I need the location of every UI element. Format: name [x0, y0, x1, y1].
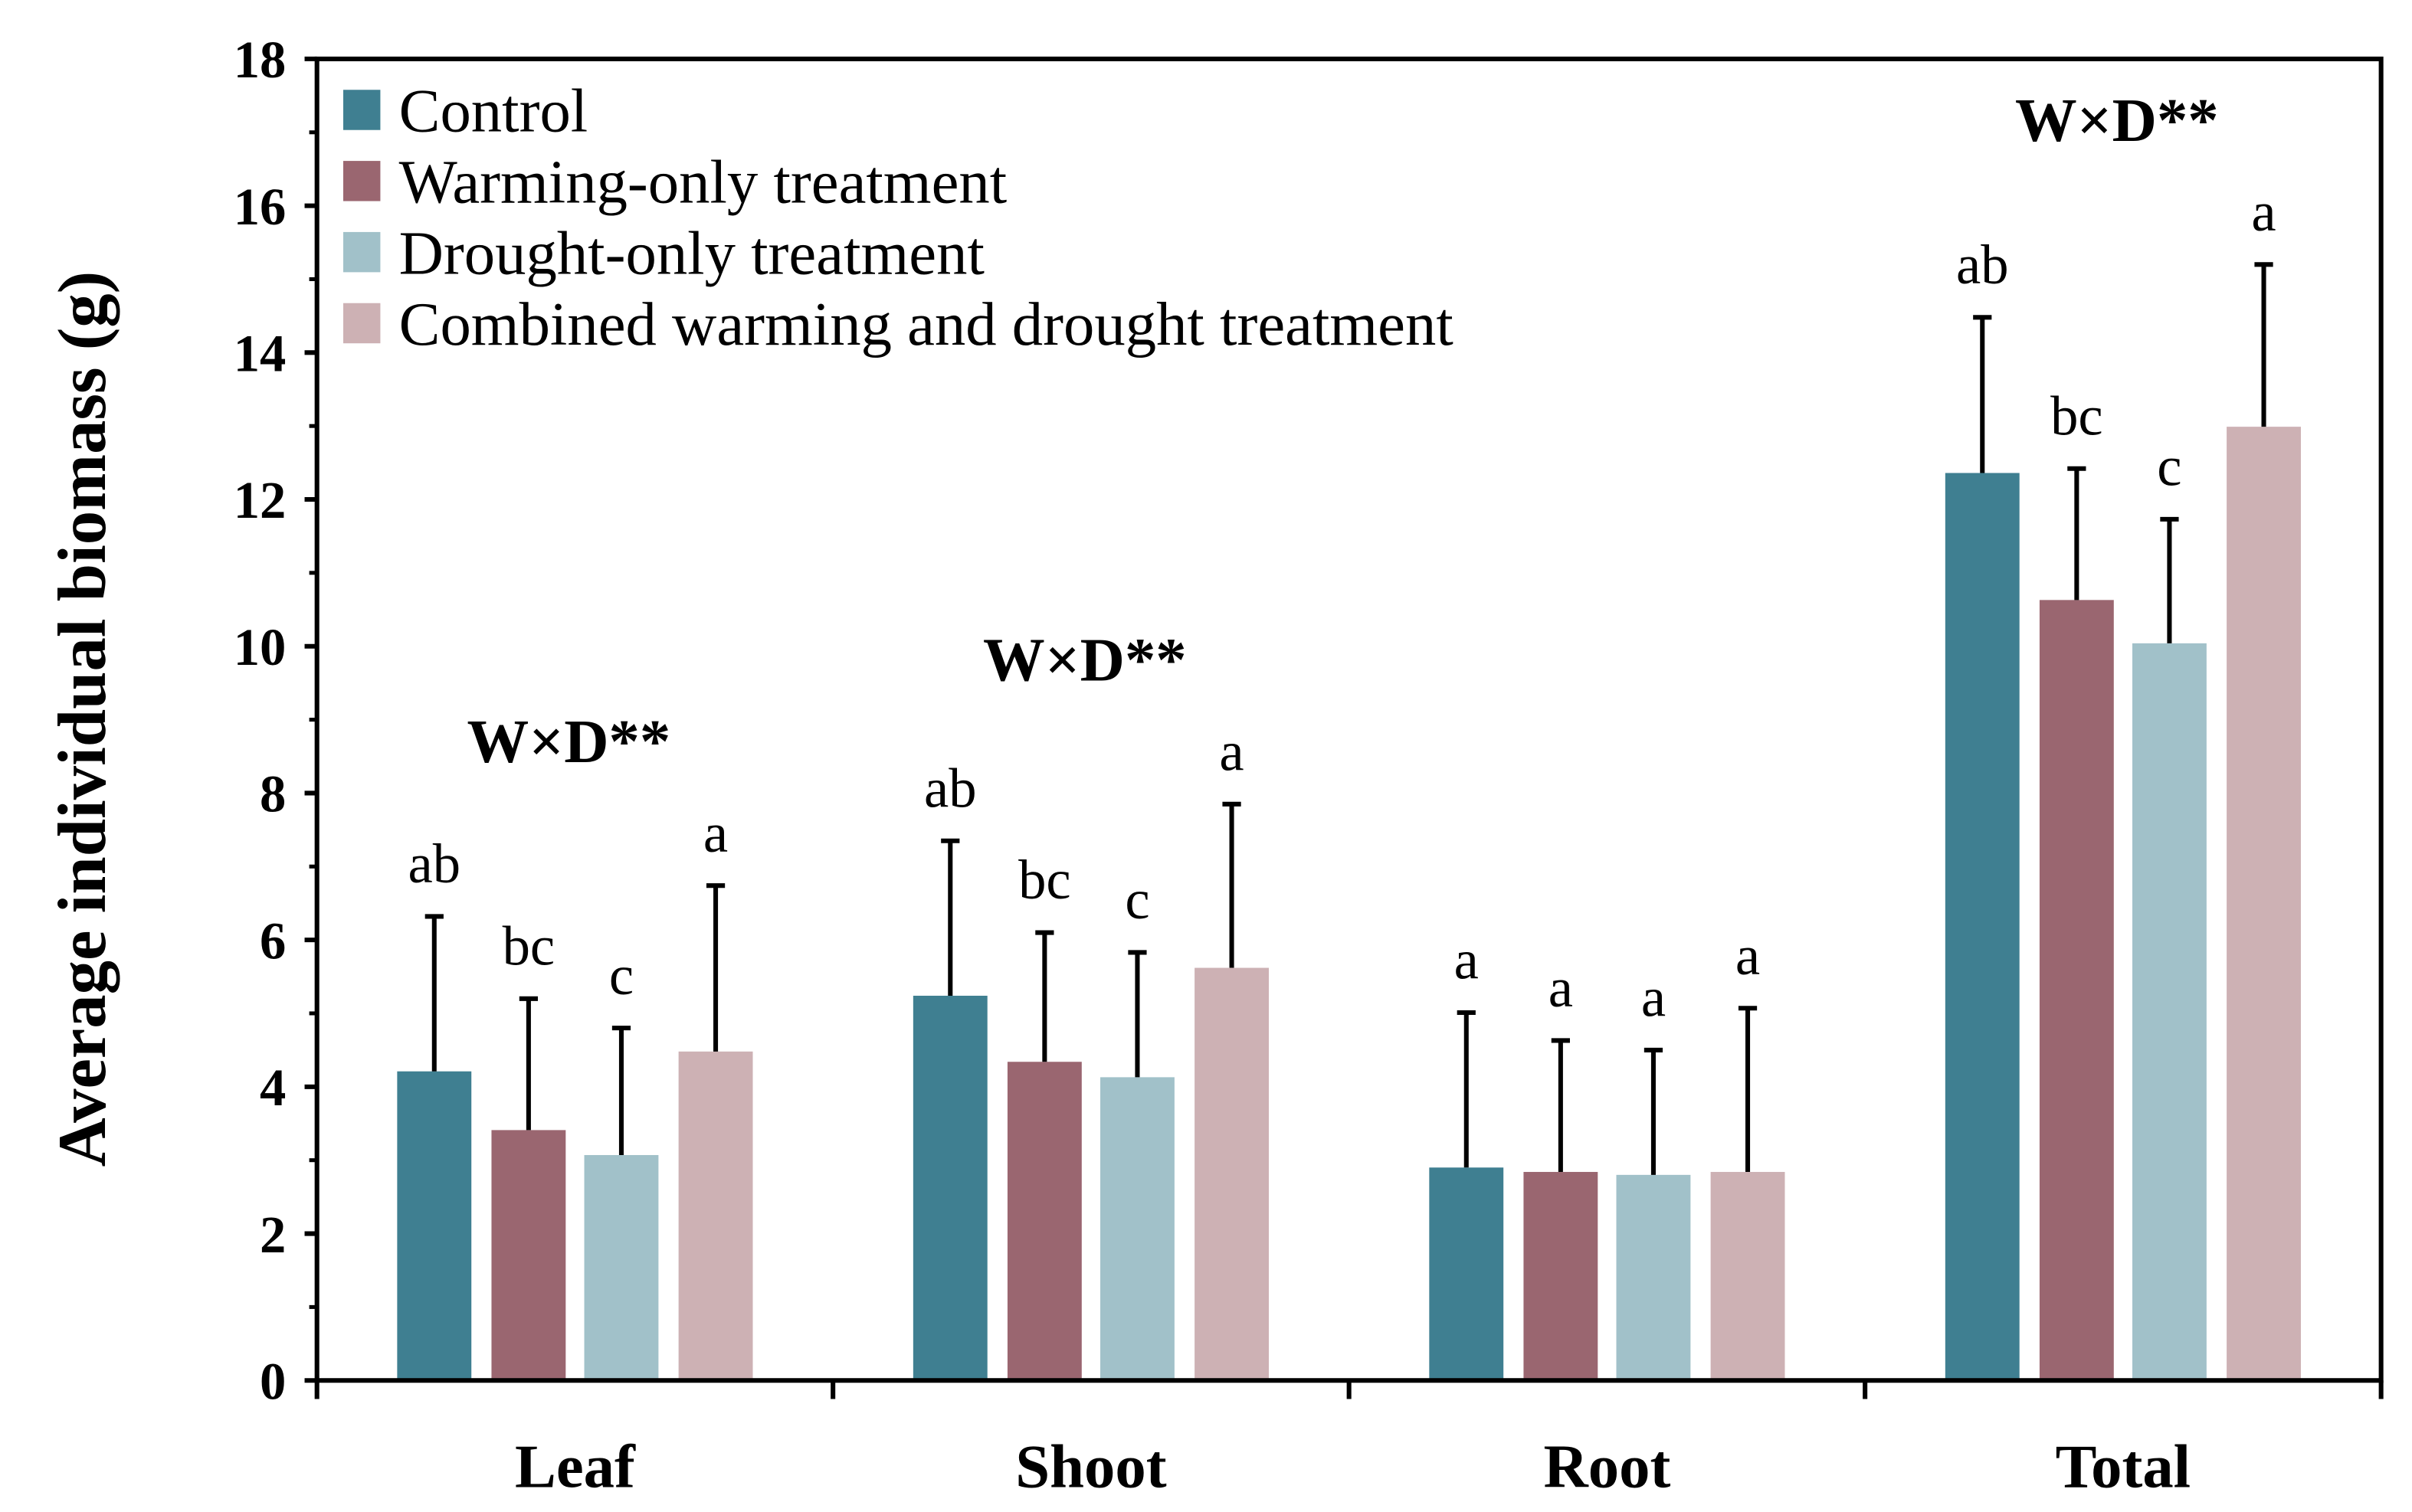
y-tick-label: 18	[234, 31, 287, 89]
x-tick-label-leaf: Leaf	[515, 1432, 636, 1501]
significance-letter: a	[1219, 720, 1244, 782]
significance-letter: bc	[2050, 385, 2103, 447]
bar-root-1	[1523, 1172, 1598, 1381]
significance-letter: a	[2251, 181, 2276, 243]
y-tick-label: 12	[234, 471, 287, 529]
legend-swatch-2	[342, 231, 381, 273]
bar-shoot-1	[1007, 1062, 1082, 1381]
bar-root-0	[1429, 1167, 1504, 1381]
bar-leaf-1	[491, 1130, 566, 1381]
significance-letter: ab	[1956, 234, 2009, 296]
y-tick-label: 10	[234, 618, 287, 676]
y-tick-label: 2	[260, 1206, 286, 1264]
interaction-annotation: W×D**	[2015, 87, 2219, 155]
significance-letter: ab	[408, 833, 461, 895]
interaction-annotation: W×D**	[983, 626, 1187, 694]
significance-letter: ab	[924, 757, 977, 819]
y-tick-label: 6	[260, 911, 286, 970]
bar-total-0	[1945, 473, 2020, 1381]
y-tick-label: 0	[260, 1352, 286, 1410]
bar-total-1	[2039, 600, 2114, 1381]
legend-swatch-0	[342, 90, 381, 130]
interaction-annotation: W×D**	[467, 708, 671, 776]
significance-letter: c	[2157, 436, 2181, 498]
bar-root-2	[1616, 1174, 1691, 1381]
significance-letter: a	[1548, 957, 1573, 1019]
x-tick-label-root: Root	[1543, 1432, 1670, 1501]
bar-total-2	[2132, 643, 2207, 1381]
y-tick-label: 16	[234, 178, 287, 236]
x-tick-label-total: Total	[2056, 1432, 2191, 1501]
y-tick-label: 14	[234, 325, 287, 383]
y-axis-label: Average individual biomass (g)	[45, 271, 120, 1167]
significance-letter: a	[1641, 967, 1666, 1029]
bar-shoot-3	[1195, 967, 1269, 1381]
significance-letter: bc	[1018, 849, 1071, 911]
significance-letter: a	[1454, 929, 1479, 991]
significance-letter: bc	[503, 915, 555, 977]
legend-swatch-1	[342, 161, 381, 201]
significance-letter: a	[1735, 925, 1760, 987]
bar-shoot-2	[1100, 1077, 1175, 1381]
bar-root-3	[1710, 1172, 1785, 1381]
bar-total-3	[2227, 427, 2301, 1381]
legend-label-2: Drought-only treatment	[399, 219, 985, 287]
x-tick-label-shoot: Shoot	[1015, 1432, 1166, 1501]
legend-swatch-3	[342, 303, 381, 344]
significance-letter: c	[609, 944, 634, 1006]
significance-letter: c	[1125, 869, 1149, 931]
y-tick-label: 4	[260, 1059, 286, 1117]
bar-leaf-3	[678, 1051, 753, 1381]
legend-label-0: Control	[399, 77, 588, 146]
bar-leaf-0	[397, 1071, 472, 1381]
bar-shoot-0	[913, 995, 988, 1381]
legend-label-3: Combined warming and drought treatment	[399, 290, 1453, 358]
legend-label-1: Warming-only treatment	[399, 149, 1008, 217]
significance-letter: a	[703, 802, 728, 864]
y-tick-label: 8	[260, 765, 286, 823]
bar-leaf-2	[584, 1154, 659, 1381]
